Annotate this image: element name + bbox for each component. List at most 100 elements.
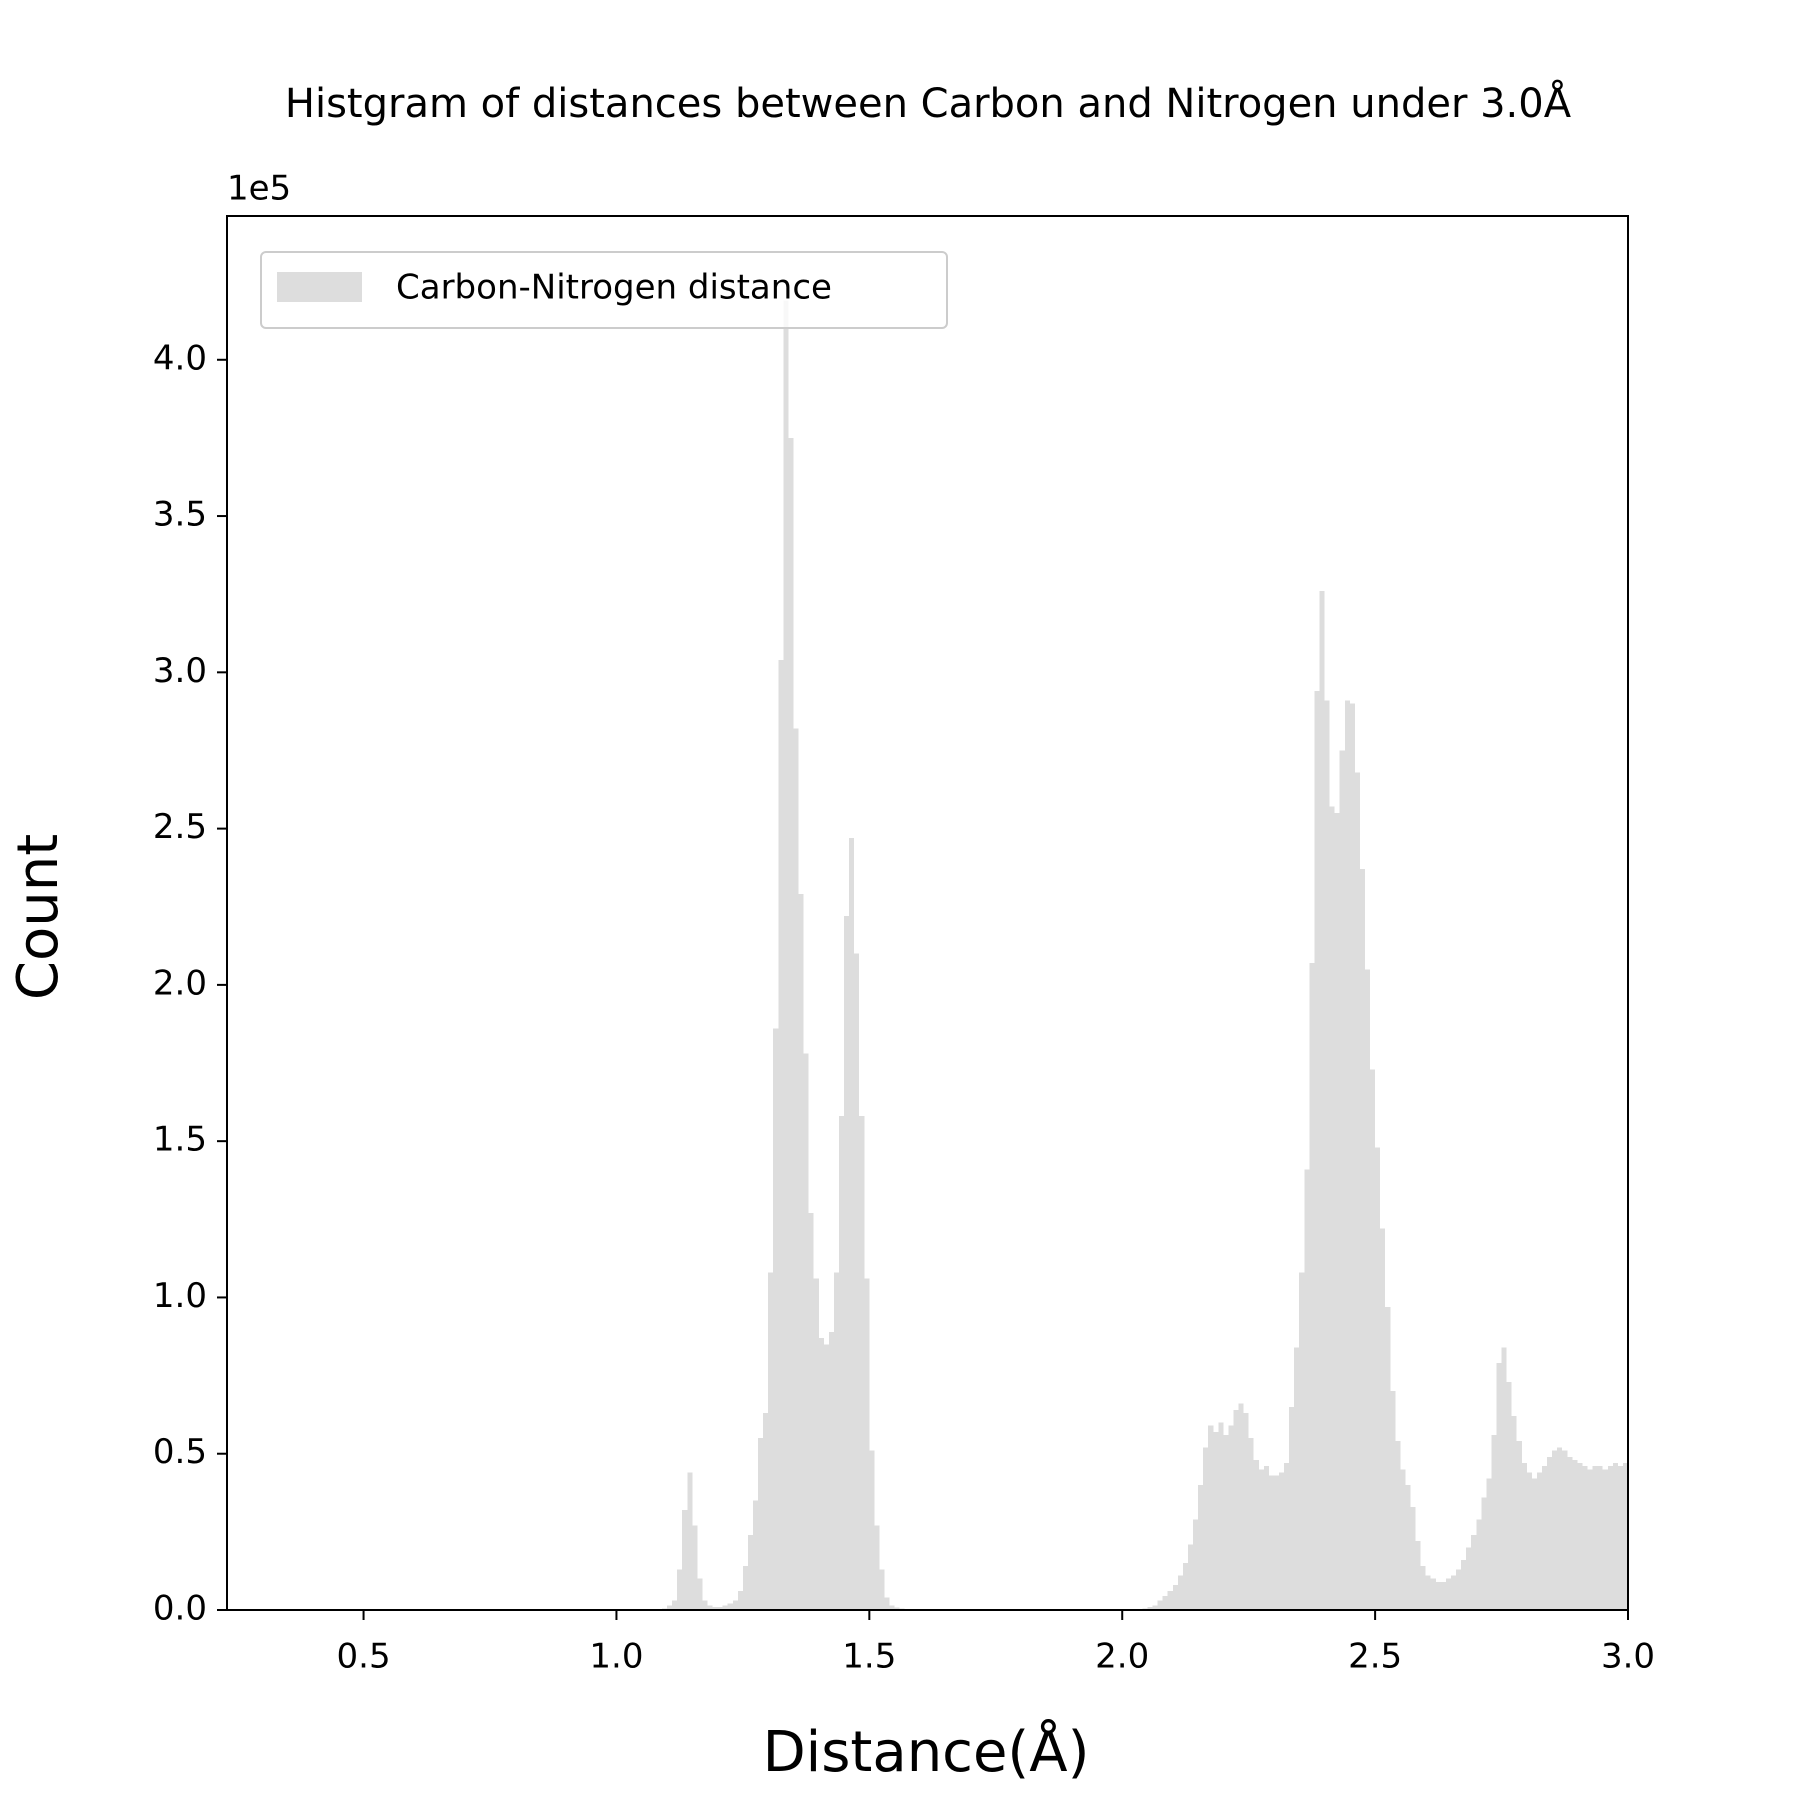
histogram-bar xyxy=(1516,1441,1522,1610)
histogram-bar xyxy=(1607,1466,1613,1610)
histogram-bar xyxy=(1375,1147,1381,1610)
histogram-bar xyxy=(1456,1569,1462,1610)
histogram-bar xyxy=(1445,1578,1451,1610)
histogram-bar xyxy=(1597,1466,1603,1610)
y-tick-label: 0.0 xyxy=(153,1589,207,1629)
histogram-bar xyxy=(869,1450,875,1610)
histogram-bar xyxy=(1187,1544,1194,1610)
histogram-bar xyxy=(692,1525,698,1610)
histogram-bar xyxy=(1208,1425,1214,1610)
histogram-bar xyxy=(1344,700,1350,1610)
chart-title: Histgram of distances between Carbon and… xyxy=(285,79,1572,127)
histogram-bar xyxy=(702,1600,708,1610)
y-offset-label: 1e5 xyxy=(227,169,291,209)
histogram-bar xyxy=(1152,1605,1158,1610)
histogram-bar xyxy=(1557,1447,1563,1610)
histogram-bar xyxy=(753,1500,759,1610)
histogram-bar xyxy=(1567,1456,1573,1610)
histogram-bar xyxy=(894,1607,900,1610)
histogram-bar xyxy=(1228,1425,1234,1610)
y-tick-label: 2.0 xyxy=(153,963,207,1003)
histogram-bar xyxy=(732,1600,738,1610)
histogram-bar xyxy=(1273,1475,1280,1610)
histogram-bar xyxy=(722,1605,728,1610)
histogram-bar xyxy=(1430,1578,1436,1610)
histogram-bar xyxy=(742,1566,748,1610)
y-tick-label: 3.0 xyxy=(153,651,207,691)
histogram-bar xyxy=(1552,1450,1558,1610)
x-tick-label: 1.0 xyxy=(589,1637,643,1677)
histogram-bar xyxy=(1521,1463,1527,1610)
histogram-bar xyxy=(1182,1563,1188,1610)
histogram-bar xyxy=(844,916,850,1610)
histogram-bar xyxy=(1547,1456,1553,1610)
histogram-bar xyxy=(1359,869,1365,1610)
histogram-bar xyxy=(747,1534,754,1610)
histogram-bar xyxy=(818,1338,824,1610)
histogram-bar xyxy=(1491,1434,1497,1610)
histogram-bar xyxy=(1218,1422,1224,1610)
histogram-bar xyxy=(1461,1559,1467,1610)
histogram-bar xyxy=(1162,1595,1168,1610)
histogram-bar xyxy=(1622,1463,1628,1610)
histogram-bar xyxy=(1410,1506,1416,1610)
histogram-bar xyxy=(1284,1463,1290,1610)
histogram-bar xyxy=(1172,1584,1178,1610)
histogram-bar xyxy=(707,1605,713,1610)
histogram-bar xyxy=(1223,1434,1229,1610)
histogram-bar xyxy=(1536,1472,1543,1610)
histogram-bar xyxy=(717,1606,723,1610)
y-tick-label: 3.5 xyxy=(153,495,207,535)
x-tick-label: 2.5 xyxy=(1348,1637,1402,1677)
histogram-bar xyxy=(1213,1431,1219,1610)
histogram-bar xyxy=(889,1605,895,1610)
histogram-bar xyxy=(1324,700,1330,1610)
histogram-bar xyxy=(1592,1466,1598,1610)
histogram-bar xyxy=(1263,1466,1269,1610)
histogram-bar xyxy=(1506,1381,1512,1610)
histogram-bar xyxy=(1349,703,1355,1610)
legend-label: Carbon-Nitrogen distance xyxy=(396,268,832,308)
histogram-bar xyxy=(1486,1478,1492,1610)
histogram-bar xyxy=(1587,1469,1593,1610)
histogram-bar xyxy=(859,1116,865,1610)
y-tick-label: 1.5 xyxy=(153,1120,207,1160)
histogram-bar xyxy=(737,1591,743,1610)
histogram-bar xyxy=(1390,1391,1396,1610)
histogram-bar xyxy=(833,1272,839,1610)
histogram-bar xyxy=(1370,1069,1376,1610)
histogram-bar xyxy=(1420,1566,1426,1610)
histogram-bar xyxy=(793,728,799,1610)
axes: 0.5 1.0 1.5 2.0 2.5 3.0 0.0 0.5 1.0 1.5 2.0 2.5 3.0 3… xyxy=(153,215,1655,1677)
x-tick-label: 2.0 xyxy=(1095,1637,1149,1677)
histogram-bar xyxy=(1177,1575,1183,1610)
histogram-bar xyxy=(1233,1409,1239,1610)
legend: Carbon-Nitrogen distance xyxy=(260,251,948,329)
histogram-bar xyxy=(768,1272,774,1610)
histogram-bar xyxy=(798,894,804,1610)
histogram-bar xyxy=(1380,1228,1386,1610)
histogram-bar xyxy=(1238,1403,1244,1610)
x-tick-label: 0.5 xyxy=(337,1637,391,1677)
histogram-bar xyxy=(808,1213,814,1610)
y-axis-label: Count xyxy=(6,834,71,1000)
histogram-bar xyxy=(864,1278,870,1610)
histogram-bar xyxy=(1572,1459,1578,1610)
histogram-bar xyxy=(1481,1497,1487,1610)
y-tick-label: 1.0 xyxy=(153,1276,207,1316)
histogram-bar xyxy=(879,1569,885,1610)
histogram-bar xyxy=(1268,1475,1274,1610)
histogram-bar xyxy=(727,1603,733,1610)
histogram-bar xyxy=(1440,1581,1446,1610)
bars xyxy=(661,300,1628,1610)
histogram-bar xyxy=(1339,750,1345,1610)
histogram-bar xyxy=(1203,1447,1209,1610)
x-tick-label: 1.5 xyxy=(842,1637,896,1677)
legend-box xyxy=(260,251,948,329)
plot-frame xyxy=(226,215,1629,1611)
histogram-bar xyxy=(677,1569,683,1610)
histogram-bar xyxy=(1612,1463,1618,1610)
histogram-bar xyxy=(1294,1347,1300,1610)
histogram-bar xyxy=(687,1472,693,1610)
